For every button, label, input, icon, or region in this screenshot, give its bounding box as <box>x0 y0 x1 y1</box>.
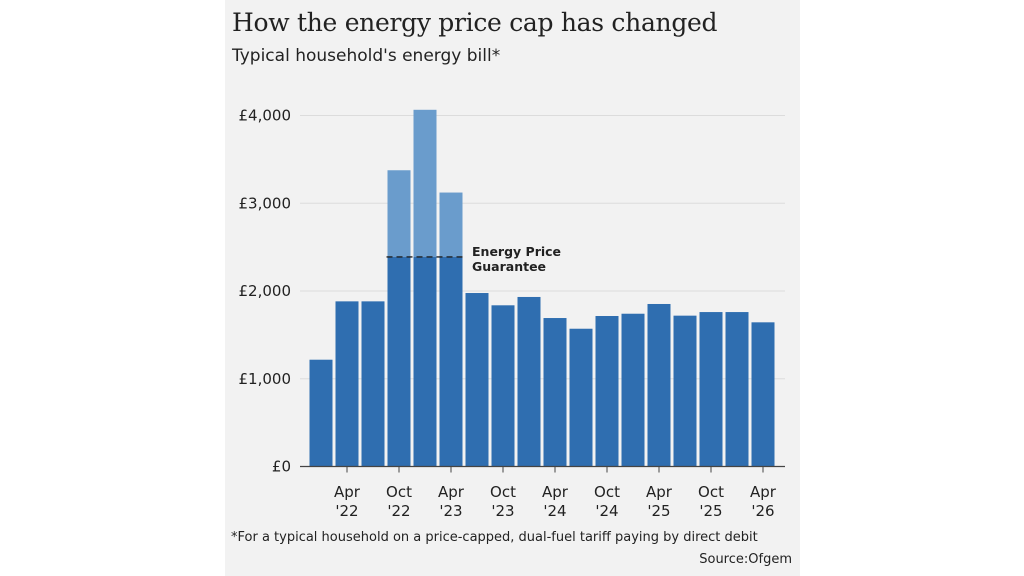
x-tick-label-year: '22 <box>387 502 410 520</box>
annotation-label: Energy Price <box>472 244 561 259</box>
bar <box>751 322 775 467</box>
x-tick-label-month: Oct <box>386 483 412 501</box>
x-tick-label-year: '26 <box>751 502 774 520</box>
x-tick-label-month: Apr <box>750 483 777 501</box>
source-credit: Source:Ofgem <box>699 552 792 567</box>
x-tick-label-year: '24 <box>595 502 618 520</box>
bar <box>361 301 385 467</box>
x-tick-label-month: Apr <box>438 483 465 501</box>
bar <box>335 301 359 467</box>
bar <box>673 315 697 467</box>
bar-above-guarantee <box>439 192 463 257</box>
x-tick-label-year: '23 <box>439 502 462 520</box>
chart-subtitle: Typical household's energy bill* <box>232 46 501 66</box>
x-tick-label-month: Apr <box>334 483 361 501</box>
x-tick-label-year: '22 <box>335 502 358 520</box>
footnote: *For a typical household on a price-capp… <box>231 530 758 545</box>
bar <box>647 303 671 467</box>
annotation-label: Guarantee <box>472 259 546 274</box>
x-tick-label-year: '23 <box>491 502 514 520</box>
y-tick-label: £3,000 <box>239 194 292 212</box>
bar <box>413 256 437 467</box>
y-tick-label: £1,000 <box>239 370 292 388</box>
bar <box>387 256 411 467</box>
bar <box>725 312 749 467</box>
bar <box>517 296 541 467</box>
x-tick-label-month: Apr <box>542 483 569 501</box>
chart-panel <box>225 0 800 576</box>
x-tick-label-month: Apr <box>646 483 673 501</box>
bar <box>699 312 723 467</box>
x-tick-label-year: '25 <box>699 502 722 520</box>
x-tick-label-year: '25 <box>647 502 670 520</box>
bar <box>465 293 489 467</box>
bar <box>309 359 333 467</box>
bar-above-guarantee <box>413 109 437 257</box>
x-tick-label-year: '24 <box>543 502 566 520</box>
bar <box>491 305 515 467</box>
bar <box>595 316 619 467</box>
bar <box>569 328 593 467</box>
x-tick-label-month: Oct <box>698 483 724 501</box>
y-tick-label: £0 <box>272 458 291 476</box>
bar-above-guarantee <box>387 170 411 257</box>
y-tick-label: £2,000 <box>239 282 292 300</box>
x-tick-label-month: Oct <box>594 483 620 501</box>
y-tick-label: £4,000 <box>239 107 292 125</box>
chart-title: How the energy price cap has changed <box>232 8 718 37</box>
bar <box>543 318 567 467</box>
bar <box>439 256 463 467</box>
bar <box>621 313 645 467</box>
x-tick-label-month: Oct <box>490 483 516 501</box>
